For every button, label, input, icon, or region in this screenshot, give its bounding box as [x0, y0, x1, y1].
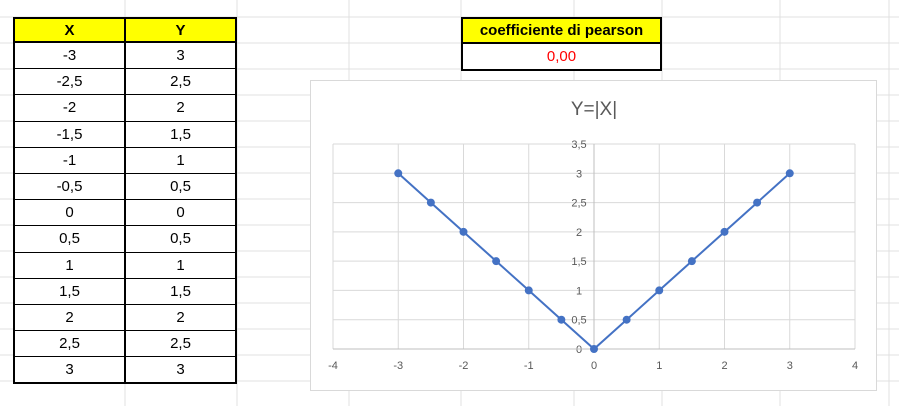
- x-tick-label: 4: [852, 360, 858, 372]
- data-point[interactable]: [459, 227, 468, 236]
- table-cell[interactable]: 0,5: [13, 226, 126, 253]
- table-cell[interactable]: -2: [13, 95, 126, 122]
- data-point[interactable]: [394, 169, 403, 178]
- y-tick-label: 2,5: [571, 198, 586, 210]
- table-header-x[interactable]: X: [13, 17, 126, 43]
- x-tick-label: -4: [328, 360, 338, 372]
- data-point[interactable]: [426, 198, 435, 207]
- y-tick-label: 0,5: [571, 315, 586, 327]
- data-point[interactable]: [655, 286, 664, 295]
- y-tick-label: 1,5: [571, 256, 586, 268]
- data-point[interactable]: [622, 315, 631, 324]
- data-point[interactable]: [590, 345, 598, 353]
- table-cell[interactable]: 3: [124, 357, 237, 384]
- table-cell[interactable]: 2,5: [124, 331, 237, 358]
- table-cell[interactable]: -2,5: [13, 69, 126, 96]
- table-cell[interactable]: 2,5: [124, 69, 237, 96]
- table-cell[interactable]: 2: [124, 95, 237, 122]
- x-tick-label: -2: [459, 360, 469, 372]
- x-tick-label: -3: [393, 360, 403, 372]
- table-cell[interactable]: 2: [13, 305, 126, 332]
- data-point[interactable]: [785, 169, 794, 178]
- data-point[interactable]: [720, 227, 729, 236]
- table-cell[interactable]: 0,5: [124, 174, 237, 201]
- table-cell[interactable]: -1: [13, 147, 126, 174]
- x-tick-label: -1: [524, 360, 534, 372]
- pearson-label-cell[interactable]: coefficiente di pearson: [461, 17, 662, 44]
- table-cell[interactable]: -3: [13, 43, 126, 70]
- data-point[interactable]: [492, 257, 501, 266]
- data-point[interactable]: [524, 286, 533, 295]
- table-cell[interactable]: 0: [124, 200, 237, 227]
- x-tick-label: 1: [656, 360, 662, 372]
- table-cell[interactable]: 1: [124, 252, 237, 279]
- y-tick-label: 2: [576, 227, 582, 239]
- chart-title: Y=|X|: [571, 99, 617, 120]
- table-header-y[interactable]: Y: [124, 17, 237, 43]
- data-point[interactable]: [687, 257, 696, 266]
- y-tick-label: 0: [576, 344, 582, 356]
- table-cell[interactable]: 3: [124, 43, 237, 70]
- data-point[interactable]: [557, 315, 566, 324]
- y-tick-label: 1: [576, 285, 582, 297]
- table-cell[interactable]: 2: [124, 305, 237, 332]
- x-tick-label: 0: [591, 360, 597, 372]
- pearson-value-cell[interactable]: 0,00: [461, 44, 662, 71]
- x-tick-label: 3: [787, 360, 793, 372]
- chart-area[interactable]: Y=|X| 0 0,5 1 1,5 2 2,5 3 3,5 -4 -3 -2 -1 0 1 2 3 4: [310, 80, 877, 391]
- table-cell[interactable]: 1,5: [124, 278, 237, 305]
- scatter-chart: Y=|X| 0 0,5 1 1,5 2 2,5 3 3,5 -4 -3 -2 -1 0 1 2 3 4: [328, 99, 858, 372]
- table-cell[interactable]: 1: [13, 252, 126, 279]
- table-cell[interactable]: 1: [124, 147, 237, 174]
- y-tick-label: 3,5: [571, 139, 586, 151]
- table-cell[interactable]: 1,5: [124, 121, 237, 148]
- table-cell[interactable]: 0: [13, 200, 126, 227]
- table-cell[interactable]: -1,5: [13, 121, 126, 148]
- y-tick-label: 3: [576, 168, 582, 180]
- table-cell[interactable]: -0,5: [13, 174, 126, 201]
- table-cell[interactable]: 1,5: [13, 278, 126, 305]
- data-point[interactable]: [753, 198, 762, 207]
- table-cell[interactable]: 3: [13, 357, 126, 384]
- table-cell[interactable]: 0,5: [124, 226, 237, 253]
- table-cell[interactable]: 2,5: [13, 331, 126, 358]
- x-tick-label: 2: [721, 360, 727, 372]
